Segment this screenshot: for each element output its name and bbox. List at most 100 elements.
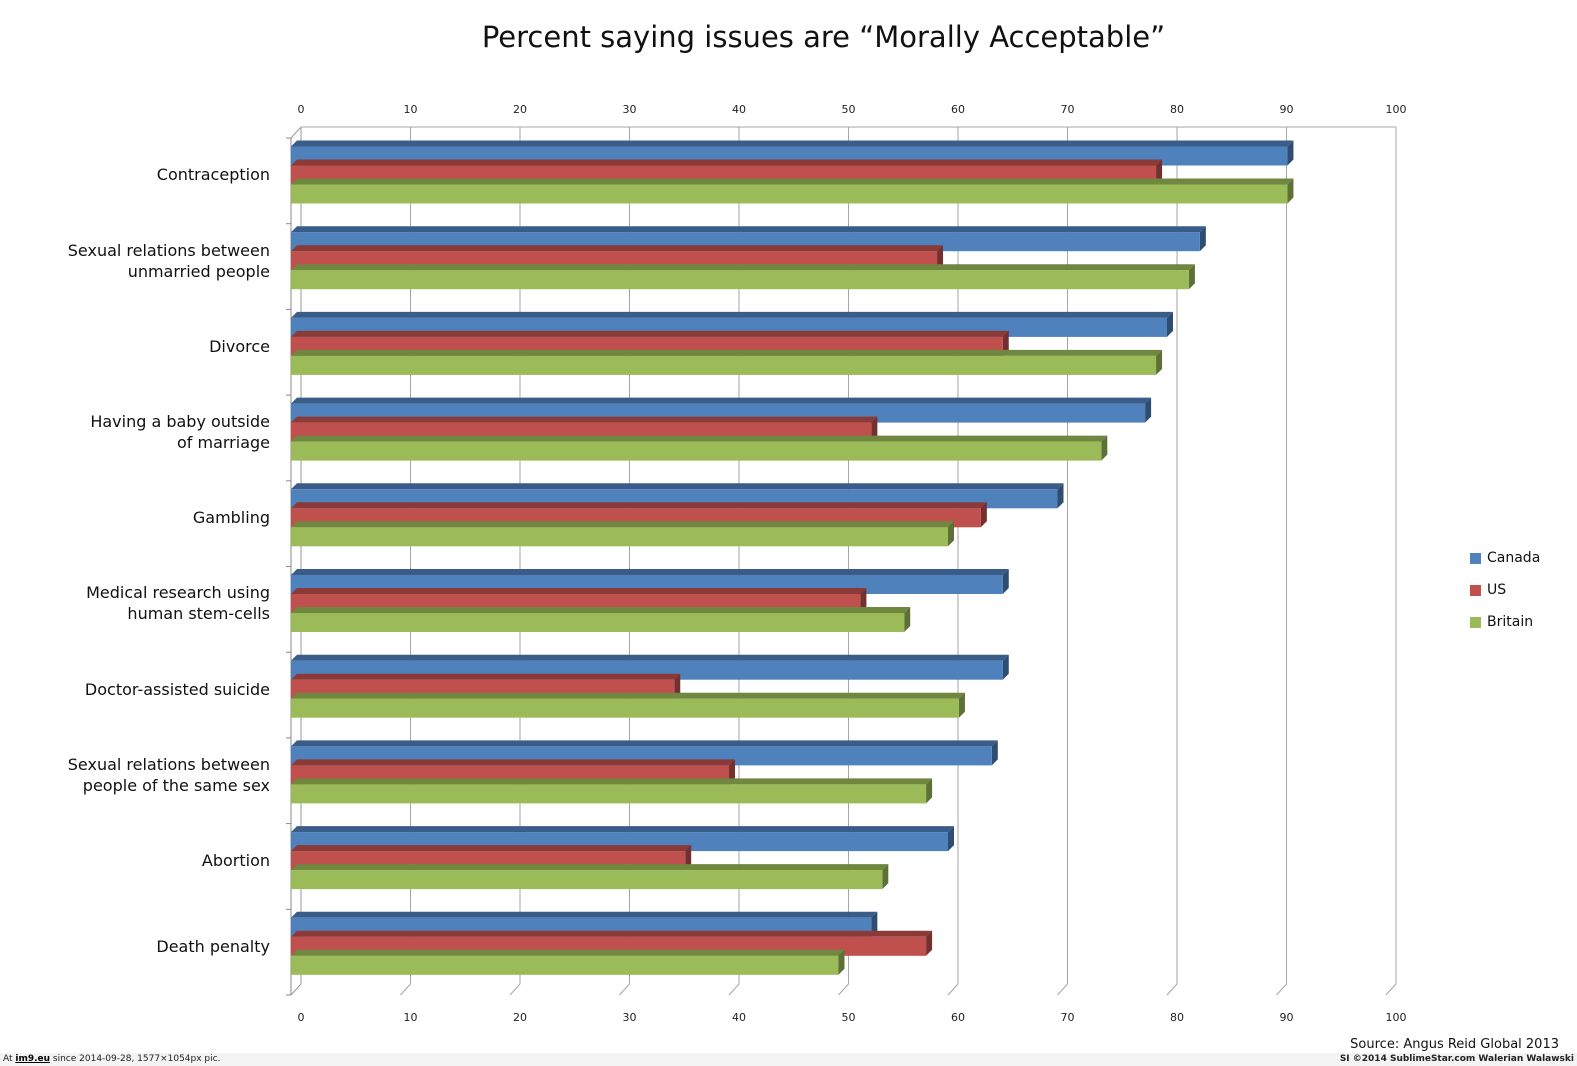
tick-label-bottom-60: 60 [951, 1011, 965, 1024]
category-label-9: Death penalty [156, 936, 270, 956]
us-bar-2-side [1002, 330, 1009, 356]
tick-label-top-70: 70 [1061, 103, 1075, 116]
tick-label-top-0: 0 [298, 103, 305, 116]
gridline-foot-30 [619, 983, 630, 996]
legend-swatch-us [1470, 584, 1481, 596]
tick-label-top-30: 30 [623, 103, 637, 116]
footer-suffix: since 2014-09-28, 1577×1054px pic. [50, 1054, 221, 1064]
tick-label-top-90: 90 [1280, 103, 1294, 116]
canada-bar-5-side [1002, 569, 1009, 594]
tick-label-bottom-80: 80 [1170, 1011, 1184, 1024]
tick-label-bottom-50: 50 [842, 1011, 856, 1024]
us-bar-8-top [291, 845, 692, 852]
us-bar-7-side [729, 759, 735, 785]
tick-label-bottom-70: 70 [1061, 1011, 1075, 1024]
gridline-foot-100 [1385, 983, 1397, 996]
canada-bar-6-top [291, 654, 1009, 661]
us-bar-5-top [291, 588, 867, 594]
britain-bar-3-top [291, 435, 1108, 442]
us-bar-7-top [291, 759, 735, 766]
britain-bar-3-side [1101, 435, 1108, 461]
canada-bar-0-top [291, 140, 1294, 147]
tick-label-bottom-30: 30 [623, 1011, 637, 1024]
tick-label-bottom-10: 10 [404, 1011, 418, 1024]
canada-bar-4-top [291, 483, 1064, 490]
category-label-1: Sexual relations between unmarried peopl… [67, 240, 270, 281]
tick-label-top-100: 100 [1386, 103, 1407, 116]
tick-label-bottom-40: 40 [732, 1011, 746, 1024]
britain-bar-6-side [958, 692, 965, 718]
us-bar-1-side [937, 245, 944, 271]
us-bar-3-side [871, 416, 878, 442]
us-bar-0-side [1156, 159, 1163, 185]
canada-bar-4-side [1057, 483, 1064, 509]
tick-label-bottom-0: 0 [298, 1011, 305, 1024]
category-label-2: Divorce [209, 336, 270, 356]
tick-label-bottom-90: 90 [1280, 1011, 1294, 1024]
tick-label-bottom-100: 100 [1386, 1011, 1407, 1024]
britain-bar-2-side [1156, 349, 1163, 375]
canada-bar-9-side [871, 911, 878, 937]
britain-bar-6-top [291, 692, 965, 699]
us-bar-4-side [980, 502, 987, 528]
britain-bar-8-top [291, 864, 889, 871]
britain-bar-7-top [291, 778, 933, 785]
gridline-foot-10 [400, 983, 411, 996]
us-bar-0-top [291, 159, 1163, 166]
axis-depth-bottom [290, 983, 302, 996]
tick-label-top-20: 20 [513, 103, 527, 116]
footer-host-link[interactable]: im9.eu [15, 1054, 51, 1064]
britain-bar-4-top [291, 521, 954, 528]
source-note: Source: Angus Reid Global 2013 [1350, 1037, 1559, 1052]
britain-bar-9-top [291, 949, 845, 956]
footer-prefix: At [3, 1054, 16, 1064]
tick-label-top-40: 40 [732, 103, 746, 116]
canada-bar-6-side [1002, 654, 1009, 680]
tick-label-top-80: 80 [1170, 103, 1184, 116]
category-label-0: Contraception [156, 165, 270, 185]
gridline-foot-20 [509, 983, 521, 996]
legend-label-us: US [1487, 582, 1507, 598]
britain-bar-0-top [291, 178, 1294, 185]
legend-label-canada: Canada [1487, 550, 1541, 566]
us-bar-6-top [291, 673, 681, 680]
britain-bar-1-top [291, 264, 1195, 271]
tick-label-top-60: 60 [951, 103, 965, 116]
category-label-8: Abortion [201, 850, 270, 870]
britain-bar-4-side [948, 521, 954, 547]
us-bar-2-top [291, 330, 1009, 337]
tick-label-top-10: 10 [404, 103, 418, 116]
category-label-6: Doctor-assisted suicide [84, 679, 270, 699]
legend-item-us: US [1470, 574, 1540, 606]
canada-bar-1-top [291, 226, 1206, 233]
us-bar-1-top [291, 245, 944, 252]
tick-label-top-50: 50 [842, 103, 856, 116]
canada-bar-2-top [291, 311, 1173, 318]
gridline-foot-40 [728, 983, 740, 996]
gridline-foot-90 [1276, 983, 1287, 996]
footer-bar: At im9.eu since 2014-09-28, 1577×1054px … [0, 1053, 1577, 1066]
britain-bar-1 [291, 270, 1189, 290]
britain-bar-2-top [291, 349, 1163, 356]
us-bar-8-side [685, 845, 692, 871]
britain-bar-9 [291, 955, 839, 975]
britain-bar-9-side [838, 949, 845, 975]
legend-item-britain: Britain [1470, 606, 1540, 638]
category-label-3: Having a baby outside of marriage [90, 411, 270, 452]
canada-bar-8-side [948, 826, 954, 852]
category-label-7: Sexual relations between people of the s… [67, 754, 270, 795]
gridline-foot-60 [947, 983, 959, 996]
britain-bar-6 [291, 698, 959, 718]
britain-bar-5-top [291, 607, 911, 613]
legend-swatch-canada [1470, 552, 1481, 564]
britain-bar-4 [291, 527, 948, 547]
canada-bar-5-top [291, 569, 1009, 575]
britain-bar-8 [291, 870, 883, 890]
canada-bar-2-side [1167, 311, 1173, 337]
canada-bar-1-side [1199, 226, 1206, 252]
canada-bar-8-top [291, 826, 954, 833]
canada-bar-9-top [291, 911, 878, 918]
britain-bar-2 [291, 355, 1157, 375]
gridline-foot-50 [838, 983, 849, 996]
